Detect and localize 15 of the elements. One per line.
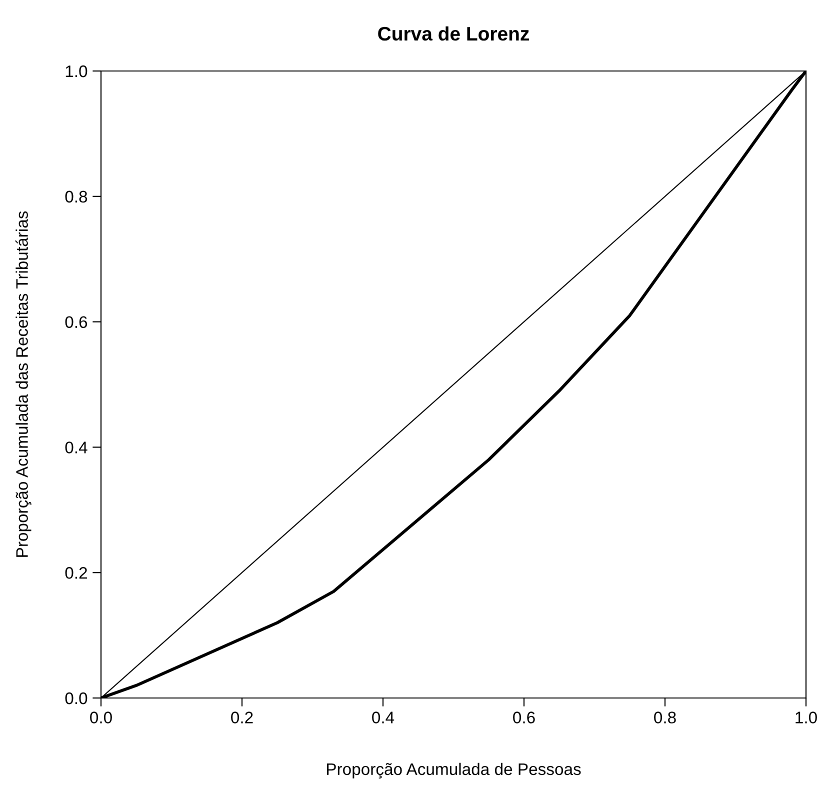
x-tick-label: 1.0 xyxy=(796,712,817,724)
y-tick-label: 0.4 xyxy=(65,442,88,454)
x-axis-title: Proporção Acumulada de Pessoas xyxy=(327,762,581,778)
y-tick-label: 0.6 xyxy=(65,316,88,328)
y-axis-title: Proporção Acumulada das Receitas Tributárias xyxy=(16,211,32,557)
x-tick-label: 0.2 xyxy=(231,712,253,724)
y-tick-label: 1.0 xyxy=(66,65,88,78)
y-tick-label: 0.0 xyxy=(65,692,88,704)
x-tick-label: 0.8 xyxy=(654,712,676,724)
x-tick-label: 0.6 xyxy=(513,712,535,724)
chart-title: Curva de Lorenz xyxy=(378,26,529,41)
x-tick-label: 0.4 xyxy=(372,712,394,724)
y-tick-label: 0.8 xyxy=(65,190,88,203)
y-tick-label: 0.2 xyxy=(65,567,87,579)
x-tick-label: 0.0 xyxy=(90,712,112,724)
